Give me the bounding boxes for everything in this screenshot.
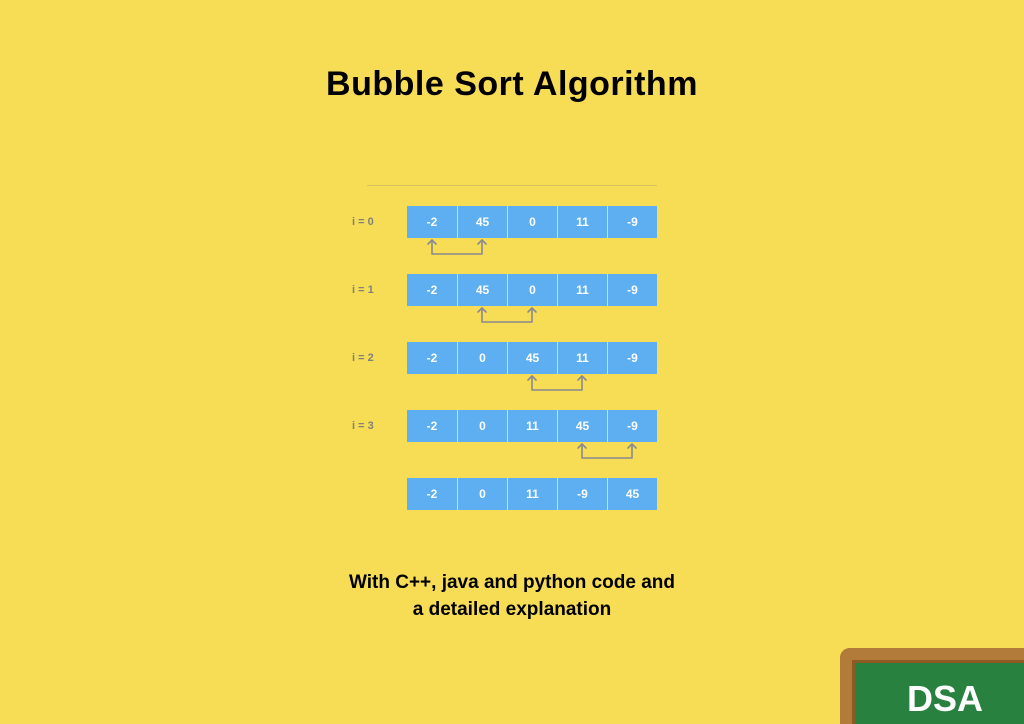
- array-row: i = 0-245011-9: [352, 206, 672, 238]
- array-cell: -9: [557, 478, 607, 510]
- array-cell: -2: [407, 410, 457, 442]
- array-cell: 0: [457, 478, 507, 510]
- array-cell: 0: [507, 206, 557, 238]
- step-label: i = 0: [352, 216, 407, 228]
- bubble-sort-diagram: i = 0-245011-9 i = 1-245011-9 i = 2-2045…: [352, 185, 672, 510]
- array-cell: 11: [507, 478, 557, 510]
- array-cell: 11: [507, 410, 557, 442]
- array: -204511-9: [407, 342, 657, 374]
- array-cell: 11: [557, 274, 607, 306]
- canvas: Bubble Sort Algorithm i = 0-245011-9 i =…: [0, 0, 1024, 724]
- array-cell: -2: [407, 342, 457, 374]
- array-cell: 45: [607, 478, 657, 510]
- diagram-rule: [367, 185, 657, 186]
- subtitle-line-1: With C++, java and python code and: [0, 570, 1024, 597]
- step-label: i = 2: [352, 352, 407, 364]
- array-cell: 45: [507, 342, 557, 374]
- swap-arrow: [407, 238, 657, 256]
- page-title: Bubble Sort Algorithm: [0, 65, 1024, 104]
- array-cell: 11: [557, 206, 607, 238]
- array: -2011-945: [407, 478, 657, 510]
- dsa-board-label: DSA: [907, 678, 983, 720]
- array-row: i = 2-204511-9: [352, 342, 672, 374]
- subtitle: With C++, java and python code and a det…: [0, 570, 1024, 623]
- swap-arrow: [407, 442, 657, 460]
- array-cell: 45: [457, 206, 507, 238]
- array-row: i = 1-245011-9: [352, 274, 672, 306]
- array-cell: -9: [607, 410, 657, 442]
- array-cell: -2: [407, 478, 457, 510]
- subtitle-line-2: a detailed explanation: [0, 597, 1024, 624]
- array-cell: -9: [607, 274, 657, 306]
- array-cell: -2: [407, 206, 457, 238]
- array-cell: -2: [407, 274, 457, 306]
- array-cell: 0: [457, 342, 507, 374]
- dsa-board: DSA: [840, 648, 1024, 724]
- swap-arrow: [407, 306, 657, 324]
- array-row: -2011-945: [352, 478, 672, 510]
- step-label: i = 1: [352, 284, 407, 296]
- array-cell: 11: [557, 342, 607, 374]
- array-cell: 45: [457, 274, 507, 306]
- array-cell: 0: [457, 410, 507, 442]
- array: -245011-9: [407, 274, 657, 306]
- step-label: i = 3: [352, 420, 407, 432]
- array: -245011-9: [407, 206, 657, 238]
- array-cell: -9: [607, 342, 657, 374]
- array-cell: 0: [507, 274, 557, 306]
- swap-arrow: [407, 374, 657, 392]
- array-cell: -9: [607, 206, 657, 238]
- array-cell: 45: [557, 410, 607, 442]
- array: -201145-9: [407, 410, 657, 442]
- array-row: i = 3-201145-9: [352, 410, 672, 442]
